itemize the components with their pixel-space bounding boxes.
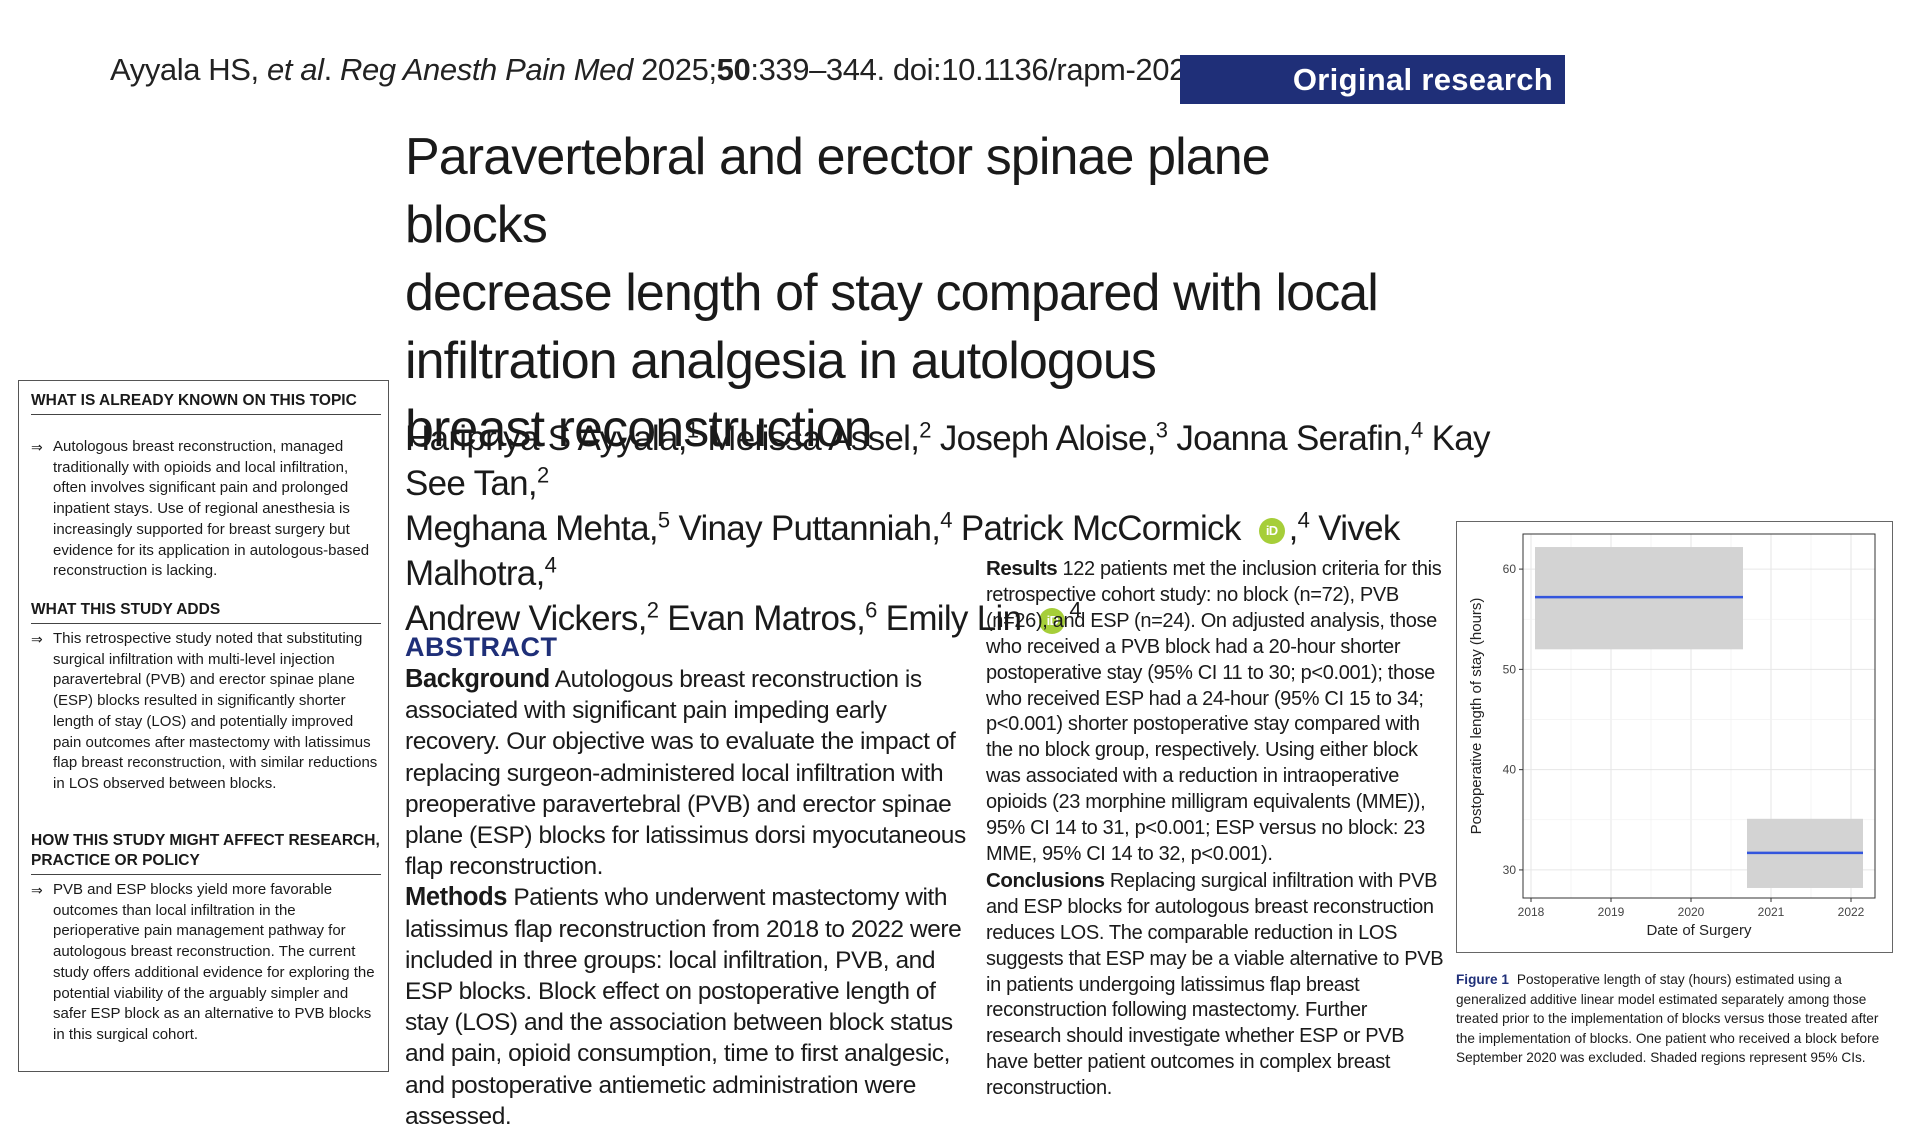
arrow-icon: ⇒: [31, 882, 43, 898]
sidebox-heading: WHAT THIS STUDY ADDS: [31, 600, 381, 624]
sidebox-heading: WHAT IS ALREADY KNOWN ON THIS TOPIC: [31, 391, 381, 415]
x-tick-label: 2019: [1598, 905, 1625, 919]
abstract-heading: ABSTRACT: [405, 632, 558, 662]
citation-etal: et al: [267, 52, 324, 87]
affiliation-ref[interactable]: 2: [536, 462, 549, 488]
author-name[interactable]: Vinay Puttanniah,: [669, 509, 941, 548]
key-messages-box: WHAT IS ALREADY KNOWN ON THIS TOPIC ⇒ Au…: [18, 380, 389, 1072]
background-text: Autologous breast reconstruction is asso…: [405, 666, 966, 881]
figure-caption: Figure 1 Postoperative length of stay (ho…: [1456, 970, 1896, 1068]
x-tick-label: 2018: [1518, 905, 1545, 919]
author-name[interactable]: Joseph Aloise,: [930, 419, 1157, 458]
y-tick-label: 40: [1503, 763, 1517, 777]
citation-authors: Ayyala HS,: [110, 52, 267, 87]
sidebox-item-text: This retrospective study noted that subs…: [53, 630, 378, 792]
sidebox-item: ⇒ Autologous breast reconstruction, mana…: [31, 437, 381, 582]
x-tick-label: 2022: [1838, 905, 1865, 919]
affiliation-ref[interactable]: 6: [865, 597, 877, 623]
y-tick-label: 60: [1503, 562, 1517, 576]
affiliation-ref[interactable]: 2: [919, 417, 931, 443]
author-name[interactable]: Andrew Vickers,: [405, 599, 647, 638]
affiliation-ref[interactable]: 4: [1297, 507, 1310, 533]
x-tick-label: 2020: [1678, 905, 1705, 919]
results-text: 122 patients met the inclusion criteria …: [986, 558, 1442, 865]
figure-caption-text: Postoperative length of stay (hours) est…: [1456, 972, 1880, 1065]
citation-sep: .: [323, 52, 341, 87]
citation-journal: Reg Anesth Pain Med: [340, 52, 633, 87]
author-list: Haripriya S Ayyala,1 Melissa Assel,2 Jos…: [405, 417, 1490, 638]
title-line: Paravertebral and erector spinae plane b…: [405, 128, 1271, 254]
title-line: breast reconstruction: [405, 400, 873, 458]
x-axis-label: Date of Surgery: [1646, 922, 1752, 939]
sidebox-item: ⇒ PVB and ESP blocks yield more favorabl…: [31, 880, 381, 1046]
sidebox-item: ⇒ This retrospective study noted that su…: [31, 629, 381, 795]
los-chart: 2018 2019 2020 2021 2022 30 40 50 60 Date of Surg…: [1468, 533, 1876, 939]
author-name[interactable]: Meghana Mehta,: [405, 509, 659, 548]
methods-text: Patients who underwent mastectomy with l…: [405, 884, 962, 1130]
orcid-icon[interactable]: iD: [1039, 607, 1066, 634]
affiliation-ref[interactable]: 5: [657, 507, 670, 533]
article-type-badge: Original research: [1180, 55, 1565, 104]
citation-line: Ayyala HS, et al. Reg Anesth Pain Med 20…: [110, 52, 1314, 88]
citation-volume: 50: [716, 52, 751, 87]
title-line: infiltration analgesia in autologous: [405, 332, 1157, 390]
author-name[interactable]: Evan Matros,: [658, 599, 866, 638]
sidebox-item-text: PVB and ESP blocks yield more favorable …: [53, 881, 375, 1043]
affiliation-ref[interactable]: 4: [940, 507, 952, 533]
methods-label: Methods: [405, 883, 508, 912]
affiliation-ref[interactable]: 4: [1069, 597, 1081, 623]
arrow-icon: ⇒: [31, 631, 43, 647]
figure-1: 2018 2019 2020 2021 2022 30 40 50 60 Date of Surg…: [1456, 521, 1893, 953]
affiliation-ref[interactable]: 3: [1155, 417, 1168, 443]
author-name[interactable]: Emily Lin: [876, 599, 1022, 638]
author-name[interactable]: Patrick McCormick: [951, 509, 1241, 548]
orcid-icon[interactable]: iD: [1258, 517, 1285, 544]
conclusions-label: Conclusions: [986, 868, 1105, 892]
plot-border: [1522, 533, 1876, 899]
author-name[interactable]: Joanna Serafin,: [1167, 419, 1411, 458]
author-name[interactable]: Kay See Tan,: [405, 419, 1490, 503]
author-name[interactable]: Melissa Assel,: [698, 419, 920, 458]
article-title: Paravertebral and erector spinae plane b…: [405, 123, 1415, 463]
affiliation-ref[interactable]: 1: [686, 417, 699, 443]
figure-label: Figure 1: [1456, 972, 1509, 987]
affiliation-ref[interactable]: 2: [646, 597, 659, 623]
author-name[interactable]: Vivek Malhotra,: [405, 509, 1400, 593]
y-tick-label: 30: [1503, 863, 1517, 877]
conclusions-text: Replacing surgical infiltration with PVB…: [986, 869, 1444, 1100]
x-tick-label: 2021: [1758, 905, 1785, 919]
y-tick-label: 50: [1503, 662, 1517, 676]
title-line: decrease length of stay compared with lo…: [405, 264, 1379, 322]
abstract-column-right: Results 122 patients met the inclusion c…: [986, 556, 1446, 1102]
background-label: Background: [405, 665, 550, 693]
arrow-icon: ⇒: [31, 439, 43, 455]
affiliation-ref[interactable]: 4: [1411, 417, 1423, 443]
affiliation-ref[interactable]: 4: [544, 552, 557, 578]
abstract-column-left: Background Autologous breast reconstruct…: [405, 664, 975, 1132]
results-label: Results: [986, 557, 1058, 580]
author-name[interactable]: Haripriya S Ayyala,: [405, 419, 687, 458]
sidebox-item-text: Autologous breast reconstruction, manage…: [53, 438, 370, 580]
citation-year: 2025;: [632, 52, 717, 87]
y-axis-label: Postoperative length of stay (hours): [1468, 598, 1485, 835]
sidebox-heading: HOW THIS STUDY MIGHT AFFECT RESEARCH, PR…: [31, 831, 381, 875]
